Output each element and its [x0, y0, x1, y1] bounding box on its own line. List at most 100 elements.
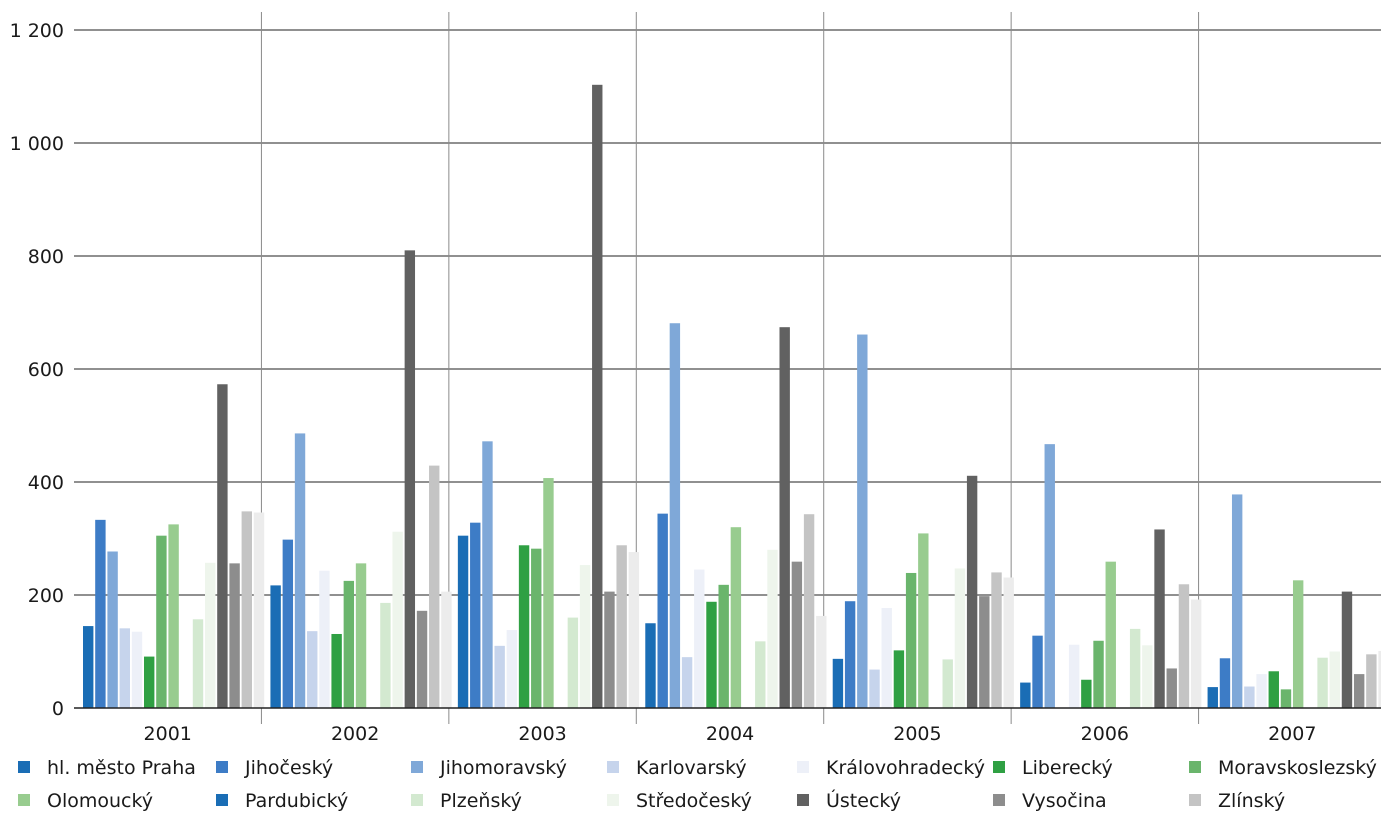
bar-5-2001 [131, 631, 143, 708]
bar-7-2005 [905, 572, 917, 708]
bar-1-2001 [83, 626, 94, 708]
y-tick-label: 1 000 [10, 133, 64, 155]
bar-12-2001 [217, 384, 228, 708]
bar-7-2001 [156, 535, 167, 708]
bar-13-2007 [1353, 674, 1365, 708]
legend-swatch [18, 761, 30, 773]
bar-12-2004 [779, 327, 790, 708]
bar-10-2005 [942, 659, 953, 708]
bar-14-2003 [616, 545, 627, 708]
legend-label: Zlínský [1218, 790, 1285, 812]
bar-13-2001 [229, 563, 240, 708]
bar-6-2003 [518, 545, 530, 708]
bar-12-2003 [592, 84, 603, 709]
bar-15-2001 [253, 512, 265, 708]
bar-11-2007 [1329, 651, 1340, 708]
bar-4-2004 [681, 657, 693, 708]
x-tick-label: 2006 [1081, 723, 1129, 745]
bar-7-2002 [343, 580, 355, 708]
grid-lines [74, 12, 1381, 724]
bar-6-2001 [144, 656, 155, 708]
bar-1-2007 [1207, 687, 1218, 708]
bar-13-2004 [791, 561, 803, 708]
bar-13-2003 [604, 591, 615, 708]
bar-8-2003 [543, 478, 554, 708]
bar-3-2004 [669, 323, 681, 708]
bar-8-2007 [1292, 580, 1304, 708]
bar-15-2006 [1190, 599, 1202, 708]
bar-2-2001 [95, 519, 106, 708]
bar-6-2006 [1081, 679, 1092, 708]
legend-swatch [411, 761, 423, 773]
bar-12-2007 [1341, 591, 1353, 708]
bar-14-2002 [429, 465, 440, 708]
legend-swatch [216, 761, 228, 773]
bar-3-2001 [107, 551, 118, 708]
bar-5-2005 [881, 607, 892, 708]
legend-swatch [797, 794, 809, 806]
y-tick-label: 600 [28, 359, 64, 381]
legend-label: Středočeský [636, 790, 752, 812]
bar-11-2005 [954, 568, 966, 708]
bar-11-2002 [392, 531, 403, 708]
bar-7-2003 [531, 548, 542, 708]
bar-6-2002 [331, 633, 342, 708]
bar-5-2004 [694, 569, 705, 708]
bar-7-2004 [718, 584, 729, 708]
x-tick-label: 2001 [144, 723, 192, 745]
bar-10-2007 [1317, 657, 1328, 708]
legend-label: Moravskoslezský [1218, 757, 1377, 779]
bar-4-2002 [307, 631, 318, 708]
bar-8-2002 [355, 563, 367, 708]
bar-10-2001 [192, 619, 204, 708]
bar-12-2002 [404, 250, 416, 708]
legend-swatch [411, 794, 423, 806]
legend: hl. město Praha Jihočeský Jihomoravský Karl… [18, 757, 1377, 812]
bar-15-2004 [816, 615, 827, 708]
legend-label: Ústecký [826, 788, 901, 812]
bar-4-2003 [494, 645, 505, 708]
y-tick-label: 0 [52, 698, 64, 720]
bar-10-2003 [567, 617, 579, 708]
bar-11-2001 [205, 562, 216, 708]
bar-3-2003 [482, 441, 493, 708]
bar-2-2004 [657, 513, 668, 708]
y-tick-label: 200 [28, 585, 64, 607]
legend-swatch [1189, 761, 1201, 773]
bar-6-2004 [706, 601, 717, 708]
legend-label: Karlovarský [636, 757, 747, 779]
legend-label: Vysočina [1022, 790, 1107, 812]
bar-4-2005 [869, 669, 880, 708]
bar-14-2006 [1178, 584, 1190, 708]
x-tick-label: 2005 [893, 723, 941, 745]
bar-3-2006 [1044, 444, 1055, 708]
bar-7-2006 [1093, 640, 1104, 708]
legend-swatch [216, 794, 228, 806]
legend-label: Jihomoravský [439, 757, 567, 779]
bar-1-2005 [832, 658, 844, 708]
y-tick-label: 400 [28, 472, 64, 494]
legend-swatch [993, 761, 1005, 773]
bar-1-2004 [645, 623, 656, 708]
bar-6-2005 [893, 650, 905, 708]
bar-2-2005 [844, 601, 856, 708]
bar-2-2007 [1219, 658, 1231, 708]
y-tick-label: 800 [28, 246, 64, 268]
legend-swatch [607, 794, 619, 806]
bar-11-2004 [767, 549, 778, 708]
x-tick-label: 2007 [1268, 723, 1316, 745]
bar-5-2007 [1256, 674, 1267, 708]
bar-8-2004 [730, 527, 742, 708]
legend-label: Olomoucký [47, 790, 153, 812]
legend-label: hl. město Praha [47, 757, 196, 779]
bar-14-2001 [241, 511, 252, 708]
bar-1-2003 [457, 535, 469, 708]
bar-13-2006 [1166, 668, 1177, 708]
y-tick-label: 1 200 [10, 20, 64, 42]
x-tick-label: 2002 [331, 723, 379, 745]
bar-15-2003 [628, 552, 640, 708]
bar-14-2004 [803, 514, 815, 708]
bar-5-2006 [1068, 644, 1080, 708]
bar-7-2007 [1280, 689, 1292, 708]
